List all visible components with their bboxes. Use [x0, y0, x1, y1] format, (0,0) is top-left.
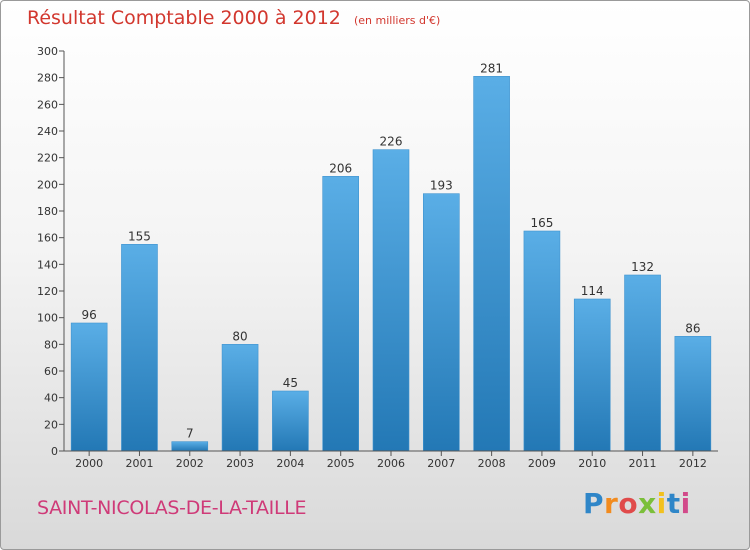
- y-tick-label: 240: [37, 125, 58, 138]
- x-tick-label: 2000: [75, 457, 103, 470]
- bar-value-label: 80: [232, 329, 247, 343]
- bar-value-label: 96: [82, 308, 97, 322]
- x-tick-label: 2012: [679, 457, 707, 470]
- x-tick-label: 2010: [578, 457, 606, 470]
- y-tick-label: 20: [44, 418, 58, 431]
- y-tick-label: 0: [51, 445, 58, 458]
- x-tick-label: 2002: [176, 457, 204, 470]
- bars: 96 155 7 80 45 206 226 193 281 165 114 132 86: [70, 61, 712, 452]
- logo-letter: i: [680, 487, 691, 520]
- y-tick-label: 160: [37, 232, 58, 245]
- bar-value-label: 132: [631, 260, 654, 274]
- proxiti-logo[interactable]: Proxiti: [583, 487, 691, 520]
- x-tick-label: 2009: [528, 457, 556, 470]
- y-tick-label: 80: [44, 338, 58, 351]
- bar-2009: [523, 231, 560, 451]
- y-tick-label: 220: [37, 152, 58, 165]
- bar-value-label: 7: [186, 427, 194, 441]
- y-axis: 0 20 40 60 80 100 120 140 160 180 200 220 240 260 280 3…: [37, 45, 65, 458]
- bar-value-label: 155: [128, 229, 151, 243]
- bar-value-label: 165: [530, 216, 553, 230]
- bar-2011: [624, 275, 661, 451]
- bar-2001: [121, 244, 158, 451]
- bar-2006: [373, 149, 409, 451]
- x-axis: 2000 2001 2002 2003 2004 2005 2006 2007 2008 2009…: [64, 450, 718, 470]
- bar-value-label: 114: [581, 284, 604, 298]
- bar-2003: [222, 344, 259, 451]
- chart-title: Résultat Comptable 2000 à 2012: [27, 7, 341, 29]
- logo-letter: P: [583, 487, 605, 520]
- x-tick-label: 2007: [427, 457, 455, 470]
- y-tick-label: 200: [37, 178, 58, 191]
- place-name: SAINT-NICOLAS-DE-LA-TAILLE: [37, 497, 307, 519]
- x-tick-label: 2008: [478, 457, 506, 470]
- bar-2012: [674, 336, 711, 451]
- bar-value-label: 45: [283, 376, 298, 390]
- x-tick-label: 2006: [377, 457, 405, 470]
- logo-letter: o: [618, 487, 639, 520]
- x-tick-label: 2001: [125, 457, 153, 470]
- y-tick-label: 40: [44, 392, 58, 405]
- y-tick-label: 180: [37, 205, 58, 218]
- y-tick-label: 100: [37, 312, 58, 325]
- bar-2007: [423, 193, 460, 451]
- bar-value-label: 281: [480, 61, 503, 75]
- logo-letter: t: [666, 487, 681, 520]
- bar-value-label: 206: [329, 161, 352, 175]
- chart-unit: (en milliers d'€): [353, 14, 441, 27]
- logo-letter: r: [604, 487, 619, 520]
- bar-value-label: 226: [380, 135, 403, 149]
- logo-letter: i: [656, 487, 667, 520]
- y-tick-label: 140: [37, 258, 58, 271]
- y-tick-label: 60: [44, 365, 58, 378]
- x-tick-label: 2005: [327, 457, 355, 470]
- bar-2008: [473, 76, 510, 451]
- bar-value-label: 193: [430, 179, 453, 193]
- bar-2005: [322, 176, 359, 452]
- bar-2010: [574, 299, 611, 451]
- logo-letter: x: [638, 487, 657, 520]
- title-block: Résultat Comptable 2000 à 2012 (en milli…: [27, 7, 440, 29]
- x-tick-label: 2003: [226, 457, 254, 470]
- x-tick-label: 2011: [629, 457, 657, 470]
- bar-2004: [272, 391, 309, 451]
- bar-2000: [71, 323, 108, 451]
- y-tick-label: 260: [37, 98, 58, 111]
- bar-2002: [171, 441, 208, 451]
- x-tick-label: 2004: [276, 457, 304, 470]
- y-tick-label: 280: [37, 72, 58, 85]
- y-tick-label: 120: [37, 285, 58, 298]
- y-tick-label: 300: [37, 45, 58, 58]
- bar-value-label: 86: [685, 321, 700, 335]
